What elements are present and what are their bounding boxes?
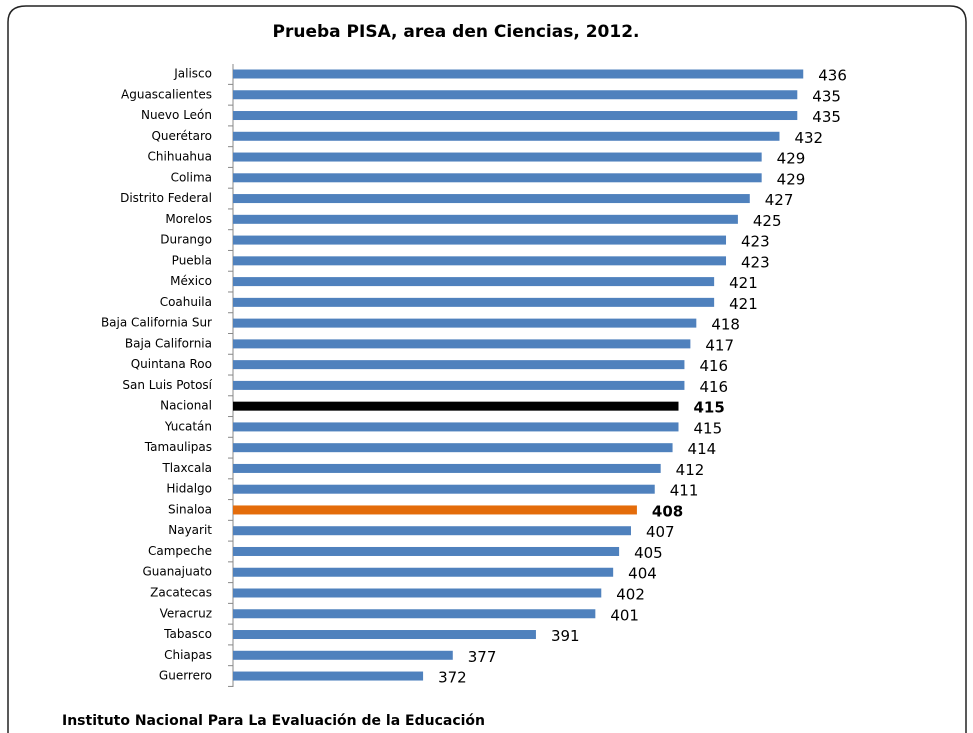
category-label: Colima xyxy=(171,170,212,184)
bar xyxy=(233,256,727,266)
bar xyxy=(233,90,798,100)
bar xyxy=(233,131,780,141)
bar xyxy=(233,318,697,328)
category-label: México xyxy=(170,274,212,288)
value-label: 416 xyxy=(699,357,728,375)
bar xyxy=(233,235,727,245)
category-label: Morelos xyxy=(165,212,212,226)
category-label: Veracruz xyxy=(160,606,212,620)
category-label: Nuevo León xyxy=(141,108,212,122)
category-label: Guanajuato xyxy=(142,565,212,579)
value-label: 429 xyxy=(777,170,806,188)
chart-title: Prueba PISA, area den Ciencias, 2012. xyxy=(273,22,640,42)
category-label: Chihuahua xyxy=(148,150,212,164)
category-label: Sinaloa xyxy=(168,502,212,516)
category-label: Durango xyxy=(160,233,212,247)
value-label: 418 xyxy=(711,316,740,334)
bar xyxy=(233,214,738,224)
category-label: Quintana Roo xyxy=(131,357,212,371)
bar xyxy=(233,526,631,536)
value-label: 427 xyxy=(765,191,794,209)
bar xyxy=(233,401,679,411)
category-label: Tabasco xyxy=(163,627,212,641)
value-label: 423 xyxy=(741,233,770,251)
bar xyxy=(233,111,798,121)
value-label: 435 xyxy=(812,108,841,126)
value-label: 402 xyxy=(616,586,645,604)
value-label: 416 xyxy=(699,378,728,396)
category-label: Tamaulipas xyxy=(144,440,212,454)
value-label: 432 xyxy=(794,129,823,147)
bar xyxy=(233,339,691,349)
bar xyxy=(233,69,804,79)
category-label: Puebla xyxy=(172,253,212,267)
bar xyxy=(233,546,620,556)
bar xyxy=(233,194,750,204)
source: Instituto Nacional Para La Evaluación de… xyxy=(62,713,485,729)
bar xyxy=(233,360,685,370)
value-label: 391 xyxy=(551,627,580,645)
bar xyxy=(233,277,715,287)
bar xyxy=(233,443,673,453)
value-label: 411 xyxy=(670,482,699,500)
category-label: Guerrero xyxy=(159,669,212,683)
bar xyxy=(233,567,614,577)
category-label: Yucatán xyxy=(164,419,212,433)
category-label: Jalisco xyxy=(173,67,212,81)
category-label: Coahuila xyxy=(160,295,212,309)
bar xyxy=(233,463,661,473)
bar xyxy=(233,650,453,660)
value-label: 405 xyxy=(634,544,663,562)
value-label: 415 xyxy=(694,419,723,437)
category-label: Zacatecas xyxy=(150,586,212,600)
value-label: 436 xyxy=(818,67,847,85)
value-label: 407 xyxy=(646,523,675,541)
value-label: 414 xyxy=(688,440,717,458)
frame xyxy=(7,5,967,733)
bar xyxy=(233,173,762,183)
category-label: Distrito Federal xyxy=(120,191,212,205)
category-label: Chiapas xyxy=(164,648,212,662)
value-label: 421 xyxy=(729,295,758,313)
category-label: Querétaro xyxy=(151,129,212,143)
value-label: 372 xyxy=(438,669,467,687)
value-label: 401 xyxy=(610,606,639,624)
value-label: 429 xyxy=(777,150,806,168)
bar xyxy=(233,297,715,307)
value-label: 404 xyxy=(628,565,657,583)
value-label: 423 xyxy=(741,253,770,271)
category-label: Baja California xyxy=(125,336,212,350)
category-label: Tlaxcala xyxy=(161,461,212,475)
bar xyxy=(233,609,596,619)
bar xyxy=(233,422,679,432)
category-label: San Luis Potosí xyxy=(122,378,212,392)
category-label: Nayarit xyxy=(168,523,212,537)
value-label: 421 xyxy=(729,274,758,292)
bar xyxy=(233,671,424,681)
value-label: 412 xyxy=(676,461,705,479)
bar xyxy=(233,630,536,640)
value-label: 377 xyxy=(468,648,497,666)
bar xyxy=(233,588,602,598)
value-label: 435 xyxy=(812,87,841,105)
category-label: Hidalgo xyxy=(166,482,212,496)
bar xyxy=(233,484,655,494)
category-label: Campeche xyxy=(148,544,212,558)
category-label: Aguascalientes xyxy=(121,87,212,101)
value-label: 415 xyxy=(694,399,725,417)
value-label: 408 xyxy=(652,502,683,520)
category-label: Nacional xyxy=(160,399,212,413)
category-label: Baja California Sur xyxy=(101,316,212,330)
value-label: 425 xyxy=(753,212,782,230)
bar xyxy=(233,152,762,162)
bar xyxy=(233,505,637,515)
bar xyxy=(233,380,685,390)
value-label: 417 xyxy=(705,336,734,354)
